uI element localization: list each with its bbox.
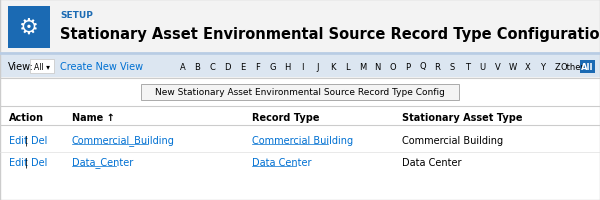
Text: Y: Y	[540, 62, 545, 71]
Text: P: P	[405, 62, 410, 71]
Text: M: M	[359, 62, 366, 71]
Text: R: R	[434, 62, 440, 71]
Text: Del: Del	[31, 135, 47, 145]
Text: Commercial Building: Commercial Building	[402, 135, 503, 145]
Text: C: C	[209, 62, 215, 71]
Text: Record Type: Record Type	[252, 112, 320, 122]
FancyBboxPatch shape	[141, 85, 459, 100]
Text: Edit: Edit	[9, 157, 28, 167]
Text: O: O	[389, 62, 396, 71]
Text: |: |	[25, 135, 28, 146]
Text: Edit: Edit	[9, 135, 28, 145]
Text: View:: View:	[8, 62, 34, 72]
Text: Stationary Asset Type: Stationary Asset Type	[402, 112, 523, 122]
Text: W: W	[508, 62, 517, 71]
Text: Action: Action	[9, 112, 44, 122]
Text: ⚙: ⚙	[19, 18, 39, 38]
Text: |: |	[25, 157, 28, 167]
Text: Other: Other	[560, 62, 584, 71]
FancyBboxPatch shape	[0, 56, 600, 78]
Text: N: N	[374, 62, 380, 71]
Text: J: J	[316, 62, 319, 71]
Text: H: H	[284, 62, 290, 71]
FancyBboxPatch shape	[0, 0, 600, 55]
FancyBboxPatch shape	[30, 60, 54, 74]
Text: Commercial Building: Commercial Building	[252, 135, 353, 145]
Text: T: T	[465, 62, 470, 71]
Text: Z: Z	[554, 62, 560, 71]
FancyBboxPatch shape	[0, 80, 600, 200]
Text: Data Center: Data Center	[402, 157, 461, 167]
Text: B: B	[194, 62, 200, 71]
FancyBboxPatch shape	[580, 61, 595, 74]
Text: V: V	[494, 62, 500, 71]
Text: New Stationary Asset Environmental Source Record Type Config: New Stationary Asset Environmental Sourc…	[155, 88, 445, 97]
Text: G: G	[269, 62, 276, 71]
Text: S: S	[450, 62, 455, 71]
Text: Del: Del	[31, 157, 47, 167]
Text: X: X	[524, 62, 530, 71]
Text: A: A	[179, 62, 185, 71]
Text: U: U	[479, 62, 485, 71]
Text: K: K	[330, 62, 335, 71]
Text: L: L	[345, 62, 350, 71]
Text: All: All	[581, 62, 594, 71]
FancyBboxPatch shape	[8, 7, 50, 49]
Text: E: E	[240, 62, 245, 71]
Text: F: F	[255, 62, 260, 71]
Text: I: I	[301, 62, 304, 71]
Text: Q: Q	[419, 62, 426, 71]
Text: Data_Center: Data_Center	[72, 157, 133, 168]
Text: SETUP: SETUP	[60, 10, 93, 19]
Text: Commercial_Building: Commercial_Building	[72, 135, 175, 146]
Text: Data Center: Data Center	[252, 157, 311, 167]
Text: Create New View: Create New View	[60, 62, 143, 72]
Text: Stationary Asset Environmental Source Record Type Configuration: Stationary Asset Environmental Source Re…	[60, 27, 600, 42]
Text: Name ↑: Name ↑	[72, 112, 115, 122]
Text: All ▾: All ▾	[34, 62, 50, 71]
Text: D: D	[224, 62, 231, 71]
